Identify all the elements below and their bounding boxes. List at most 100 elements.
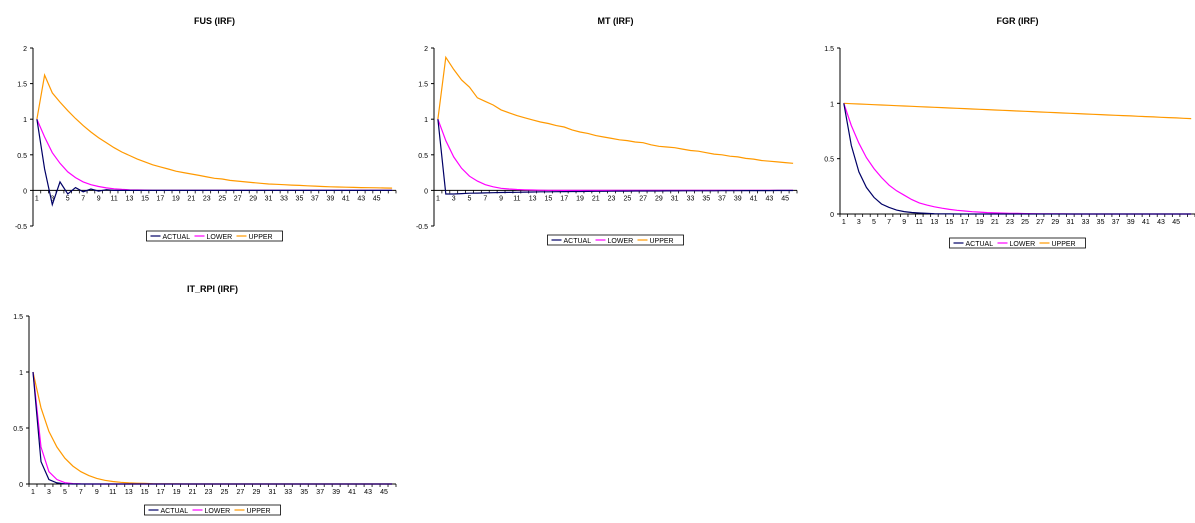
series-line-actual [843, 103, 1192, 215]
y-tick-label: 1 [19, 370, 23, 377]
series-line-upper [36, 73, 393, 189]
x-tick-label: 7 [81, 195, 85, 202]
x-tick-label: 21 [189, 489, 197, 496]
x-tick-label: 15 [946, 219, 954, 226]
x-tick-label: 13 [125, 489, 133, 496]
series-line-lower [843, 103, 1192, 215]
series-line-upper [437, 55, 794, 164]
x-tick-label: 23 [203, 195, 211, 202]
y-tick-label: 1 [23, 117, 27, 124]
x-tick-label: 41 [750, 195, 758, 202]
x-tick-label: 17 [961, 219, 969, 226]
series-line-actual [32, 371, 392, 485]
legend-box [146, 230, 283, 242]
y-tick-label: 0 [424, 188, 428, 195]
x-tick-label: 37 [311, 195, 319, 202]
series-line-upper [843, 102, 1192, 120]
x-tick-label: 45 [373, 195, 381, 202]
y-tick-label: 0.5 [824, 157, 834, 164]
x-tick-label: 5 [66, 195, 70, 202]
chart-panel-it-rpi: IT_RPI (IRF) 0 0.5 1 1.5 1 3 5 7 9 11 13 15 17 19 21 23 2… [0, 270, 400, 518]
x-tick-label: 33 [1082, 219, 1090, 226]
legend-label-lower: LOWER [205, 508, 231, 515]
x-tick-label: 9 [97, 195, 101, 202]
x-tick-label: 39 [332, 489, 340, 496]
x-tick-label: 9 [95, 489, 99, 496]
x-tick-label: 5 [63, 489, 67, 496]
legend-label-actual: ACTUAL [163, 234, 191, 241]
x-tick-label: 37 [1112, 219, 1120, 226]
x-tick-label: 13 [931, 219, 939, 226]
x-tick-label: 35 [702, 195, 710, 202]
y-tick-label: 1.5 [17, 82, 27, 89]
x-tick-label: 1 [842, 219, 846, 226]
y-tick-label: 0.5 [13, 426, 23, 433]
x-tick-label: 27 [639, 195, 647, 202]
legend-label-actual: ACTUAL [966, 241, 994, 248]
x-tick-label: 1 [35, 195, 39, 202]
y-tick-label: 1 [424, 117, 428, 124]
x-tick-label: 27 [1036, 219, 1044, 226]
series-line-lower [36, 118, 393, 191]
x-tick-label: 29 [252, 489, 260, 496]
x-tick-label: 43 [765, 195, 773, 202]
x-tick-label: 15 [545, 195, 553, 202]
x-tick-label: 27 [237, 489, 245, 496]
chart-panel-mt: MT (IRF) -0.5 0 0.5 1 1.5 2 1 3 5 7 9 11 13 15 17 19 21 23… [400, 0, 800, 262]
chart-svg: FUS (IRF)-0.500.511.521 3 5 7 9 11 13 15 17 19 21 2… [15, 16, 397, 242]
x-tick-label: 29 [1051, 219, 1059, 226]
chart-svg: FGR (IRF)00.511.51 3 5 7 9 11 13 15 17 19 21 23 25 27… [824, 16, 1195, 249]
y-tick-label: 1 [830, 101, 834, 108]
legend-label-upper: UPPER [247, 508, 271, 515]
y-tick-label: 0.5 [418, 153, 428, 160]
y-tick-label: 2 [23, 46, 27, 53]
legend-label-lower: LOWER [608, 238, 634, 245]
x-tick-label: 3 [857, 219, 861, 226]
legend-box [949, 237, 1086, 249]
y-tick-label: 1.5 [418, 82, 428, 89]
legend-box [547, 234, 684, 246]
x-tick-label: 15 [141, 489, 149, 496]
legend-label-actual: ACTUAL [161, 508, 189, 515]
x-tick-label: 23 [1006, 219, 1014, 226]
x-tick-label: 1 [31, 489, 35, 496]
y-tick-label: 0.5 [17, 153, 27, 160]
legend-label-upper: UPPER [1052, 241, 1076, 248]
x-tick-label: 23 [608, 195, 616, 202]
x-tick-label: 7 [79, 489, 83, 496]
x-tick-label: 31 [268, 489, 276, 496]
x-tick-label: 33 [687, 195, 695, 202]
chart-svg: MT (IRF)-0.500.511.521 3 5 7 9 11 13 15 17 19 21 23… [416, 16, 798, 246]
x-tick-label: 35 [1097, 219, 1105, 226]
x-tick-label: 25 [1021, 219, 1029, 226]
chart-svg: IT_RPI (IRF)00.511.51 3 5 7 9 11 13 15 17 19 21 23 2… [13, 284, 397, 516]
x-tick-label: 25 [623, 195, 631, 202]
legend-label-upper: UPPER [650, 238, 674, 245]
x-tick-label: 11 [513, 195, 520, 202]
x-tick-label: 3 [47, 489, 51, 496]
x-tick-label: 29 [655, 195, 663, 202]
x-tick-label: 39 [326, 195, 334, 202]
legend-label-lower: LOWER [207, 234, 233, 241]
x-tick-label: 13 [126, 195, 134, 202]
x-tick-label: 43 [364, 489, 372, 496]
x-tick-label: 43 [357, 195, 365, 202]
series-line-upper [32, 371, 392, 485]
x-tick-label: 9 [902, 219, 906, 226]
x-tick-label: 3 [50, 195, 54, 202]
x-tick-label: 27 [234, 195, 242, 202]
x-tick-label: 3 [452, 195, 456, 202]
x-tick-label: 7 [887, 219, 891, 226]
x-tick-label: 39 [1127, 219, 1135, 226]
chart-title: FUS (IRF) [194, 16, 235, 26]
series-line-actual [437, 119, 794, 195]
legend-label-upper: UPPER [249, 234, 273, 241]
x-tick-label: 5 [468, 195, 472, 202]
x-tick-label: 41 [348, 489, 356, 496]
series-line-lower [437, 118, 794, 191]
x-tick-label: 31 [265, 195, 273, 202]
chart-panel-fgr: FGR (IRF) 0 0.5 1 1.5 1 3 5 7 9 11 13 15 17 19 21 23 25 27… [800, 0, 1195, 262]
x-tick-label: 17 [560, 195, 568, 202]
x-tick-label: 33 [284, 489, 292, 496]
legend-label-lower: LOWER [1010, 241, 1036, 248]
